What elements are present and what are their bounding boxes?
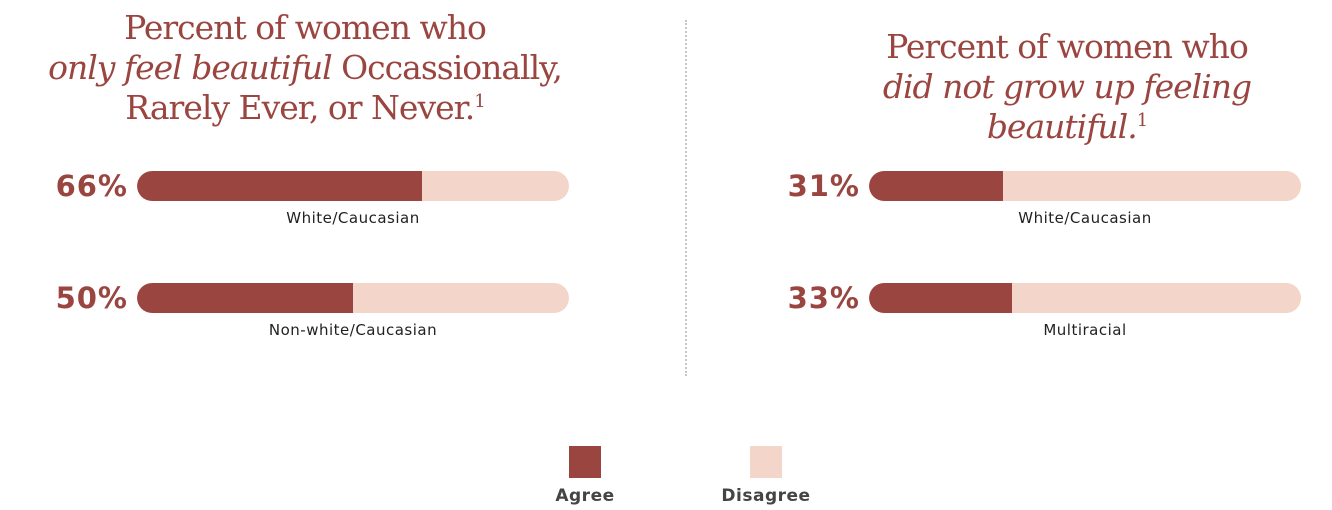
chart-left-title: Percent of women who only feel beautiful…	[40, 8, 570, 128]
chart-right-title-italic: did not grow up feeling beautiful.	[882, 67, 1252, 146]
chart-right-bar-track	[869, 171, 1301, 201]
chart-left-bar-agree	[137, 283, 353, 313]
chart-left-title-footnote: 1	[474, 91, 485, 112]
chart-right-category-label: White/Caucasian	[1018, 209, 1152, 227]
legend-swatch-disagree	[750, 446, 782, 478]
chart-left-bar-track	[137, 171, 569, 201]
chart-left-category-label: White/Caucasian	[286, 209, 420, 227]
chart-right-category-label: Multiracial	[1043, 321, 1127, 339]
chart-left-title-rest: Occassionally,	[331, 48, 563, 87]
chart-right-title-footnote: 1	[1136, 110, 1148, 131]
chart-left-title-line3: Rarely Ever, or Never.	[125, 88, 475, 127]
chart-left-title-line1: Percent of women who	[124, 8, 487, 47]
chart-right-bar-agree	[869, 171, 1003, 201]
chart-right-row: 33% Multiracial	[732, 283, 1332, 363]
chart-right: Percent of women who did not grow up fee…	[732, 0, 1332, 400]
chart-left-title-italic: only feel beautiful	[48, 48, 333, 87]
chart-right-value-label: 31%	[787, 169, 860, 203]
chart-right-title: Percent of women who did not grow up fee…	[807, 27, 1327, 147]
chart-right-bar-agree	[869, 283, 1012, 313]
chart-left-value-label: 50%	[55, 281, 128, 315]
chart-left-category-label: Non-white/Caucasian	[268, 321, 438, 339]
chart-right-bar-track	[869, 283, 1301, 313]
chart-right-row: 31% White/Caucasian	[732, 171, 1332, 251]
chart-left-row: 50% Non-white/Caucasian	[0, 283, 600, 363]
chart-left-bar-track	[137, 283, 569, 313]
legend-item-disagree: Disagree	[696, 446, 836, 506]
chart-left-value-label: 66%	[55, 169, 128, 203]
panel-divider	[685, 20, 687, 376]
legend-label-agree: Agree	[555, 486, 615, 506]
chart-left: Percent of women who only feel beautiful…	[0, 0, 600, 400]
legend-label-disagree: Disagree	[721, 486, 811, 506]
chart-right-title-line1: Percent of women who	[886, 27, 1249, 66]
legend-item-agree: Agree	[515, 446, 655, 506]
legend-swatch-agree	[569, 446, 601, 478]
chart-left-bar-agree	[137, 171, 423, 201]
chart-left-row: 66% White/Caucasian	[0, 171, 600, 251]
chart-right-value-label: 33%	[787, 281, 860, 315]
